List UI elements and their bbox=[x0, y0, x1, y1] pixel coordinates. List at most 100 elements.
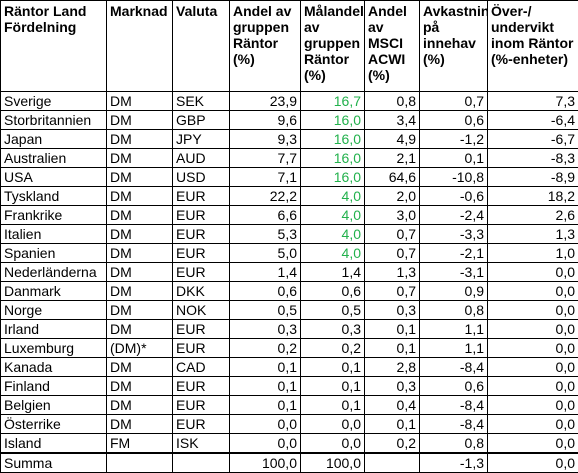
cell-andel: 7,1 bbox=[230, 168, 301, 187]
cell-malandel: 16,0 bbox=[301, 149, 365, 168]
cell-over-undervikt: 1,3 bbox=[488, 225, 578, 244]
cell-land: Italien bbox=[1, 225, 107, 244]
cell-msci: 0,2 bbox=[365, 434, 420, 454]
cell-valuta: EUR bbox=[173, 339, 230, 358]
cell-land: Irland bbox=[1, 320, 107, 339]
cell-land: Kanada bbox=[1, 358, 107, 377]
cell-over-undervikt: 0,0 bbox=[488, 377, 578, 396]
cell-avkastning: 0,8 bbox=[420, 301, 488, 320]
cell-msci: 0,7 bbox=[365, 225, 420, 244]
cell-land: USA bbox=[1, 168, 107, 187]
cell-msci: 0,3 bbox=[365, 377, 420, 396]
cell-malandel: 16,7 bbox=[301, 92, 365, 111]
cell-andel: 0,1 bbox=[230, 358, 301, 377]
header-andel: Andel av gruppen Räntor (%) bbox=[230, 1, 301, 92]
cell-land: Tyskland bbox=[1, 187, 107, 206]
cell-msci: 0,7 bbox=[365, 244, 420, 263]
cell-avkastning: -3,3 bbox=[420, 225, 488, 244]
cell-over-undervikt: 0,0 bbox=[488, 282, 578, 301]
cell-msci: 0,8 bbox=[365, 92, 420, 111]
cell-avkastning: 0,6 bbox=[420, 377, 488, 396]
cell-andel: 0,0 bbox=[230, 434, 301, 454]
cell-malandel: 16,0 bbox=[301, 168, 365, 187]
cell-andel: 0,6 bbox=[230, 282, 301, 301]
cell-msci: 3,0 bbox=[365, 206, 420, 225]
cell-over-undervikt: 2,6 bbox=[488, 206, 578, 225]
cell-marknad: DM bbox=[107, 206, 173, 225]
cell-marknad: DM bbox=[107, 130, 173, 149]
cell-msci: 0,7 bbox=[365, 282, 420, 301]
cell-andel: 1,4 bbox=[230, 263, 301, 282]
cell-marknad: DM bbox=[107, 263, 173, 282]
cell-valuta: EUR bbox=[173, 415, 230, 434]
cell-land: Österrike bbox=[1, 415, 107, 434]
cell-marknad: DM bbox=[107, 111, 173, 130]
cell-marknad: FM bbox=[107, 434, 173, 454]
cell-marknad: DM bbox=[107, 149, 173, 168]
cell-marknad: (DM)* bbox=[107, 339, 173, 358]
cell-andel: 0,1 bbox=[230, 396, 301, 415]
cell-marknad: DM bbox=[107, 415, 173, 434]
cell-valuta: SEK bbox=[173, 92, 230, 111]
cell-valuta: CAD bbox=[173, 358, 230, 377]
cell-msci: 3,4 bbox=[365, 111, 420, 130]
cell-msci: 2,0 bbox=[365, 187, 420, 206]
cell-marknad: DM bbox=[107, 301, 173, 320]
cell-over-undervikt: -8,9 bbox=[488, 168, 578, 187]
cell-malandel: 0,6 bbox=[301, 282, 365, 301]
cell-valuta: EUR bbox=[173, 187, 230, 206]
cell-msci: 2,8 bbox=[365, 358, 420, 377]
cell-avkastning: 1,1 bbox=[420, 320, 488, 339]
cell-avkastning: -8,4 bbox=[420, 415, 488, 434]
cell-msci: 0,4 bbox=[365, 396, 420, 415]
cell-avkastning: -3,1 bbox=[420, 263, 488, 282]
cell-malandel: 0,1 bbox=[301, 358, 365, 377]
header-msci: Andel av MSCI ACWI (%) bbox=[365, 1, 420, 92]
cell-malandel: 16,0 bbox=[301, 111, 365, 130]
cell-andel: 9,3 bbox=[230, 130, 301, 149]
cell-malandel: 0,1 bbox=[301, 377, 365, 396]
header-malandel: Målandel av gruppen Räntor (%) bbox=[301, 1, 365, 92]
header-valuta: Valuta bbox=[173, 1, 230, 92]
cell-avkastning: -0,6 bbox=[420, 187, 488, 206]
cell-over-undervikt: 1,0 bbox=[488, 244, 578, 263]
cell-over-undervikt: -8,3 bbox=[488, 149, 578, 168]
cell-land: Frankrike bbox=[1, 206, 107, 225]
cell-land: Sverige bbox=[1, 92, 107, 111]
cell-andel: 0,3 bbox=[230, 320, 301, 339]
cell-avkastning: 0,6 bbox=[420, 111, 488, 130]
cell-land: Australien bbox=[1, 149, 107, 168]
cell-land: Finland bbox=[1, 377, 107, 396]
cell-malandel: 0,0 bbox=[301, 415, 365, 434]
cell-valuta: EUR bbox=[173, 377, 230, 396]
cell-andel: 0,1 bbox=[230, 377, 301, 396]
cell-malandel: 0,0 bbox=[301, 434, 365, 454]
cell-valuta: EUR bbox=[173, 244, 230, 263]
cell-andel: 6,6 bbox=[230, 206, 301, 225]
cell-valuta: JPY bbox=[173, 130, 230, 149]
cell-land: Island bbox=[1, 434, 107, 454]
cell-malandel: 4,0 bbox=[301, 225, 365, 244]
cell-malandel: 0,2 bbox=[301, 339, 365, 358]
cell-land: Norge bbox=[1, 301, 107, 320]
cell-andel: 23,9 bbox=[230, 92, 301, 111]
cell-land: Luxemburg bbox=[1, 339, 107, 358]
cell-avkastning: 1,1 bbox=[420, 339, 488, 358]
cell-land: Nederländerna bbox=[1, 263, 107, 282]
cell-valuta: EUR bbox=[173, 320, 230, 339]
cell-valuta: NOK bbox=[173, 301, 230, 320]
cell-land: Belgien bbox=[1, 396, 107, 415]
cell-msci: 0,1 bbox=[365, 415, 420, 434]
cell-msci: 64,6 bbox=[365, 168, 420, 187]
cell-avkastning: 0,8 bbox=[420, 434, 488, 454]
